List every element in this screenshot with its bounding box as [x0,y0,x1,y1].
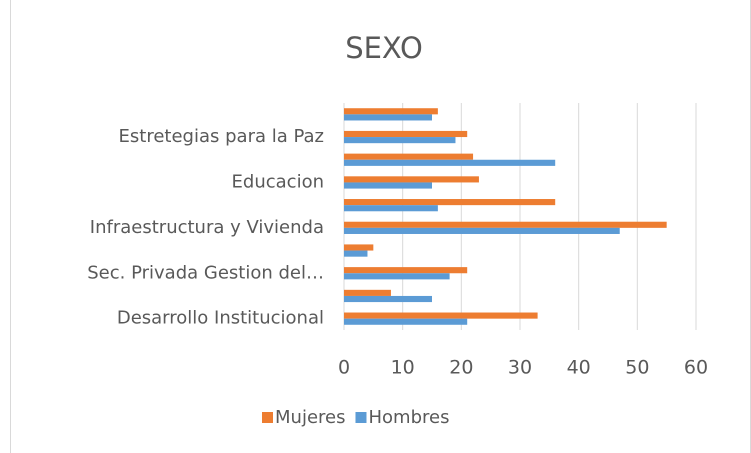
x-tick-label: 30 [508,357,532,379]
bar [344,318,468,325]
bar [344,273,450,280]
bar [344,221,667,228]
bar [344,295,432,303]
y-tick-label: Sec. Privada Gestion del… [87,262,324,283]
legend-swatch [355,412,367,423]
x-tick-label: 0 [338,357,350,379]
bar [344,199,556,206]
y-tick-label: Estretegias para la Paz [119,126,324,147]
chart-title: SEXO [345,31,423,65]
y-tick-label: Educacion [232,171,324,192]
legend-label: Mujeres [275,407,345,428]
y-tick-label: Desarrollo Institucional [117,308,324,329]
bar [344,153,474,160]
x-tick-label: 10 [391,357,415,379]
bar [344,250,368,257]
bar [344,108,438,115]
bar [344,159,556,166]
legend-swatch [262,412,273,423]
bar [344,205,438,212]
bar [344,137,456,144]
bar [344,244,374,251]
bar [344,312,538,319]
bar [344,182,432,189]
y-tick-label: Infraestructura y Vivienda [90,217,324,238]
x-tick-label: 40 [567,357,591,379]
bar [344,176,479,183]
bar [344,267,468,274]
x-tick-label: 20 [449,357,473,379]
x-tick-label: 60 [684,357,708,379]
x-tick-label: 50 [625,357,649,379]
bar [344,227,620,234]
bar [344,289,391,296]
bar [344,114,432,121]
bar [344,130,468,138]
legend-label: Hombres [368,407,449,428]
